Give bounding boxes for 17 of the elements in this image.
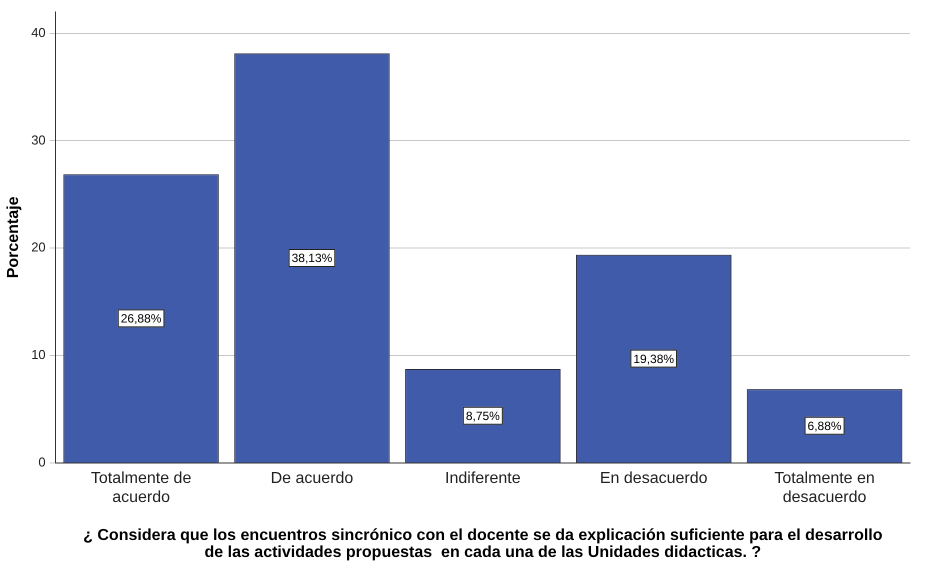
data-label: 19,38% xyxy=(633,352,674,366)
y-tick-label: 10 xyxy=(31,347,46,362)
data-label: 38,13% xyxy=(292,251,333,266)
data-label: 26,88% xyxy=(120,312,162,326)
x-tick-label: Totalmente en desacuerdo xyxy=(774,470,875,506)
x-tick-label: En desacuerdo xyxy=(600,470,708,488)
y-tick-label: 40 xyxy=(31,24,46,40)
x-axis-title: ¿ Considera que los encuentros sincrónico con el docente se da explicación suficiente para el desarrollo de las actividades propuestas en cada una de las Unidades didacticas. ? xyxy=(83,527,883,562)
data-label: 8,75% xyxy=(466,409,500,424)
y-tick-label: 0 xyxy=(38,454,46,470)
x-tick-label: Indiferente xyxy=(445,470,521,488)
y-axis-title: Porcentaje xyxy=(5,196,22,278)
y-tick-label: 30 xyxy=(31,132,46,148)
data-label: 6,88% xyxy=(808,419,842,434)
y-tick-label: 20 xyxy=(31,240,46,255)
x-tick-label: De acuerdo xyxy=(270,470,354,488)
x-tick-label: Totalmente de acuerdo xyxy=(90,470,192,506)
